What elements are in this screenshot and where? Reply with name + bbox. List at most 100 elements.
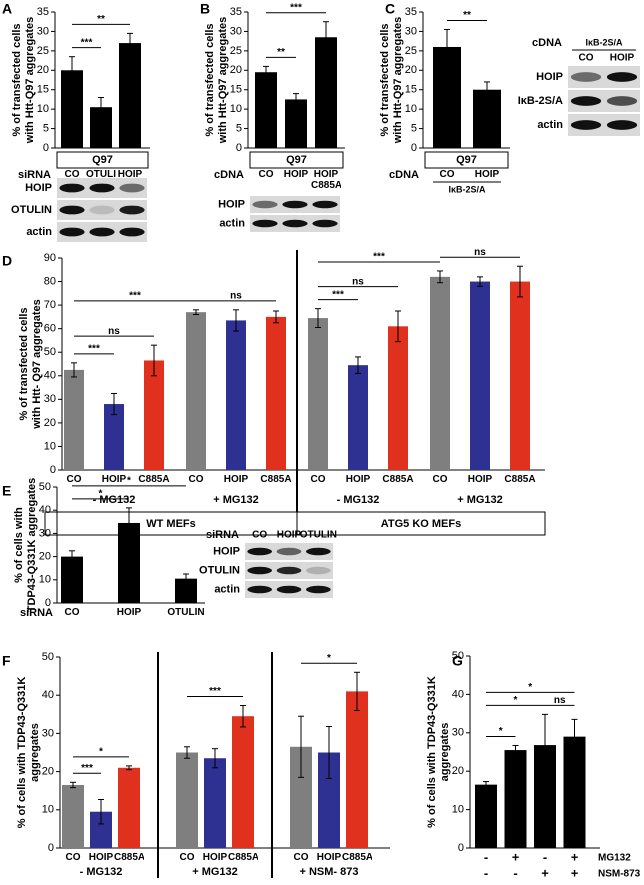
significance-label: *** bbox=[81, 37, 93, 48]
x-tick-label: HOIP bbox=[474, 170, 500, 180]
panel-letter: F bbox=[2, 653, 11, 669]
x-tick-label: CO bbox=[258, 170, 274, 180]
condition-sign: + bbox=[571, 849, 579, 864]
significance-label: ** bbox=[277, 47, 285, 58]
construct-box bbox=[249, 151, 344, 169]
x-tick-label: C885A bbox=[342, 853, 372, 863]
blot-lane-label: CO bbox=[579, 53, 594, 64]
y-axis-label: % of transfected cells bbox=[11, 23, 23, 136]
x-tick-label-box: HOIP bbox=[102, 475, 126, 485]
blot-band bbox=[252, 219, 278, 228]
blot-band bbox=[276, 566, 302, 575]
bar bbox=[61, 556, 83, 603]
blot-band bbox=[247, 566, 272, 575]
blot-band bbox=[570, 96, 602, 106]
bar bbox=[470, 281, 490, 470]
blot-label: actin bbox=[537, 119, 563, 131]
x-tick-label-box: HOIP C885A bbox=[311, 170, 341, 190]
y-tick-label: 30 bbox=[42, 727, 54, 739]
panel-letter: E bbox=[2, 483, 11, 499]
y-axis-label: TDP43-Q331K aggregates bbox=[26, 478, 38, 613]
x-tick-label: HOIP bbox=[345, 475, 371, 485]
bar bbox=[430, 276, 450, 470]
condition-sign: - bbox=[513, 865, 517, 880]
group-label: - MG132 bbox=[337, 494, 380, 506]
bar bbox=[318, 752, 340, 848]
blot-label: actin bbox=[26, 226, 52, 238]
x-tick-label-box: CO bbox=[67, 475, 82, 485]
blot-label: HOIP bbox=[213, 545, 240, 557]
y-tick-label: 15 bbox=[37, 84, 49, 96]
row-note: IκB-2S/A bbox=[448, 184, 486, 194]
blot-band bbox=[59, 227, 85, 237]
x-tick-label: C885A bbox=[260, 475, 292, 485]
blot-lane-label: CO bbox=[252, 530, 267, 541]
x-tick-label-box: OTULIN bbox=[167, 608, 204, 618]
bar bbox=[534, 745, 556, 848]
significance-label: ns bbox=[554, 695, 566, 706]
y-tick-label: 0 bbox=[48, 842, 54, 854]
significance-label: *** bbox=[332, 289, 344, 300]
blot-strip bbox=[568, 114, 640, 136]
blot-band bbox=[119, 205, 145, 215]
significance-label: *** bbox=[81, 763, 93, 774]
blot-band bbox=[252, 200, 278, 209]
x-tick-label-box: CO bbox=[258, 170, 274, 180]
x-tick-label-box: HOIP bbox=[474, 170, 500, 180]
y-axis-label: with Htt-Q97 aggregates bbox=[217, 17, 229, 145]
blot-band bbox=[282, 219, 308, 228]
y-axis-label: aggregates bbox=[439, 723, 451, 782]
bar bbox=[104, 404, 124, 470]
construct-box bbox=[56, 151, 149, 169]
blot-label: HOIP bbox=[25, 182, 52, 194]
bar bbox=[266, 316, 286, 470]
x-tick-label: HOIP bbox=[467, 475, 493, 485]
blot-band bbox=[247, 547, 272, 556]
y-tick-label: 35 bbox=[37, 6, 49, 18]
panel-letter: A bbox=[2, 1, 12, 17]
condition-sign: + bbox=[512, 849, 520, 864]
x-tick-label: C885A bbox=[138, 475, 170, 485]
bar bbox=[290, 746, 312, 848]
y-tick-label: 10 bbox=[230, 103, 242, 115]
bar bbox=[90, 811, 112, 848]
bar bbox=[119, 43, 141, 149]
y-tick-label: 25 bbox=[230, 45, 242, 57]
bar bbox=[348, 365, 368, 470]
x-tick-label-box: HOIP bbox=[118, 170, 142, 180]
y-tick-label: 35 bbox=[230, 6, 242, 18]
y-tick-label: 25 bbox=[405, 45, 417, 57]
blot-band bbox=[119, 183, 145, 193]
significance-label: ns bbox=[352, 276, 364, 287]
x-tick-label-box: C885A bbox=[382, 475, 413, 485]
bar bbox=[186, 312, 206, 470]
bar bbox=[144, 360, 164, 470]
x-tick-label: CO bbox=[310, 475, 326, 485]
blot-strip bbox=[57, 200, 147, 220]
condition-sign: + bbox=[571, 865, 579, 880]
blot-label: actin bbox=[219, 217, 245, 229]
blot-row-label: cDNA bbox=[532, 37, 562, 49]
significance-label: * bbox=[99, 489, 103, 500]
x-tick-label-box: CO bbox=[294, 853, 309, 863]
bar bbox=[388, 326, 408, 470]
x-tick-label: C885A bbox=[228, 853, 258, 863]
group-label: - MG132 bbox=[80, 866, 123, 878]
y-tick-label: 10 bbox=[452, 804, 464, 816]
bar bbox=[118, 522, 140, 603]
group-label: + MG132 bbox=[457, 494, 503, 506]
blot-lane-label: HOIP bbox=[610, 53, 635, 64]
y-tick-label: 10 bbox=[39, 574, 51, 586]
y-tick-label: 20 bbox=[37, 64, 49, 76]
y-axis-label: % of cells with TDP43-Q331K bbox=[16, 677, 28, 829]
blot-band bbox=[570, 72, 602, 82]
y-tick-label: 30 bbox=[39, 527, 51, 539]
y-tick-label: 0 bbox=[43, 142, 49, 154]
x-tick-label: CO bbox=[64, 170, 80, 180]
bar bbox=[473, 89, 501, 148]
bar bbox=[61, 70, 83, 148]
y-tick-label: 20 bbox=[452, 765, 464, 777]
blot-band bbox=[606, 72, 638, 82]
significance-label: *** bbox=[290, 2, 302, 13]
